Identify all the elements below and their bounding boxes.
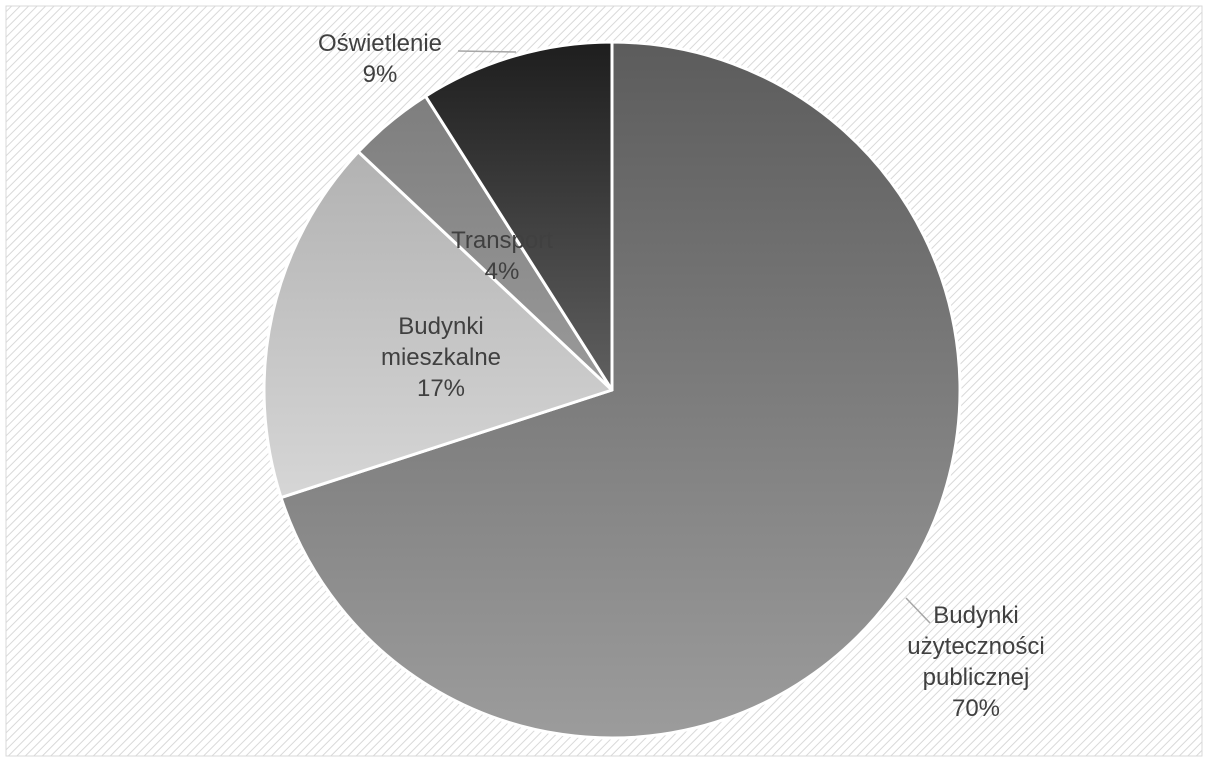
- data-label-name: publicznej: [923, 664, 1030, 691]
- leader-lines: [457, 50, 931, 624]
- leader-line-4: [457, 50, 517, 53]
- pie-slice-1: [279, 40, 962, 740]
- data-label-name: użyteczności: [907, 633, 1044, 660]
- data-label-value: 17%: [417, 375, 465, 402]
- data-label-3: Transport 4%: [451, 227, 553, 285]
- slices-layer: [262, 40, 962, 740]
- leader-line-1: [905, 597, 931, 624]
- data-label-name: Budynki: [933, 602, 1018, 629]
- data-label-name: mieszkalne: [381, 344, 501, 371]
- pie-slice-4: [424, 40, 614, 392]
- data-label-2: Budynki mieszkalne 17%: [381, 313, 501, 402]
- data-label-name: Budynki: [398, 313, 483, 340]
- data-labels: Budynki użyteczności publicznej 70% Budynki m…: [318, 30, 1045, 722]
- data-label-4: Oświetlenie 9%: [318, 30, 442, 88]
- data-label-value: 9%: [363, 61, 398, 88]
- data-label-1: Budynki użyteczności publicznej 70%: [907, 602, 1044, 722]
- data-label-name: Oświetlenie: [318, 30, 442, 57]
- data-label-value: 70%: [952, 695, 1000, 722]
- pie-slice-2: [262, 150, 614, 500]
- data-label-value: 4%: [485, 258, 520, 285]
- data-label-name: Transport: [451, 227, 553, 254]
